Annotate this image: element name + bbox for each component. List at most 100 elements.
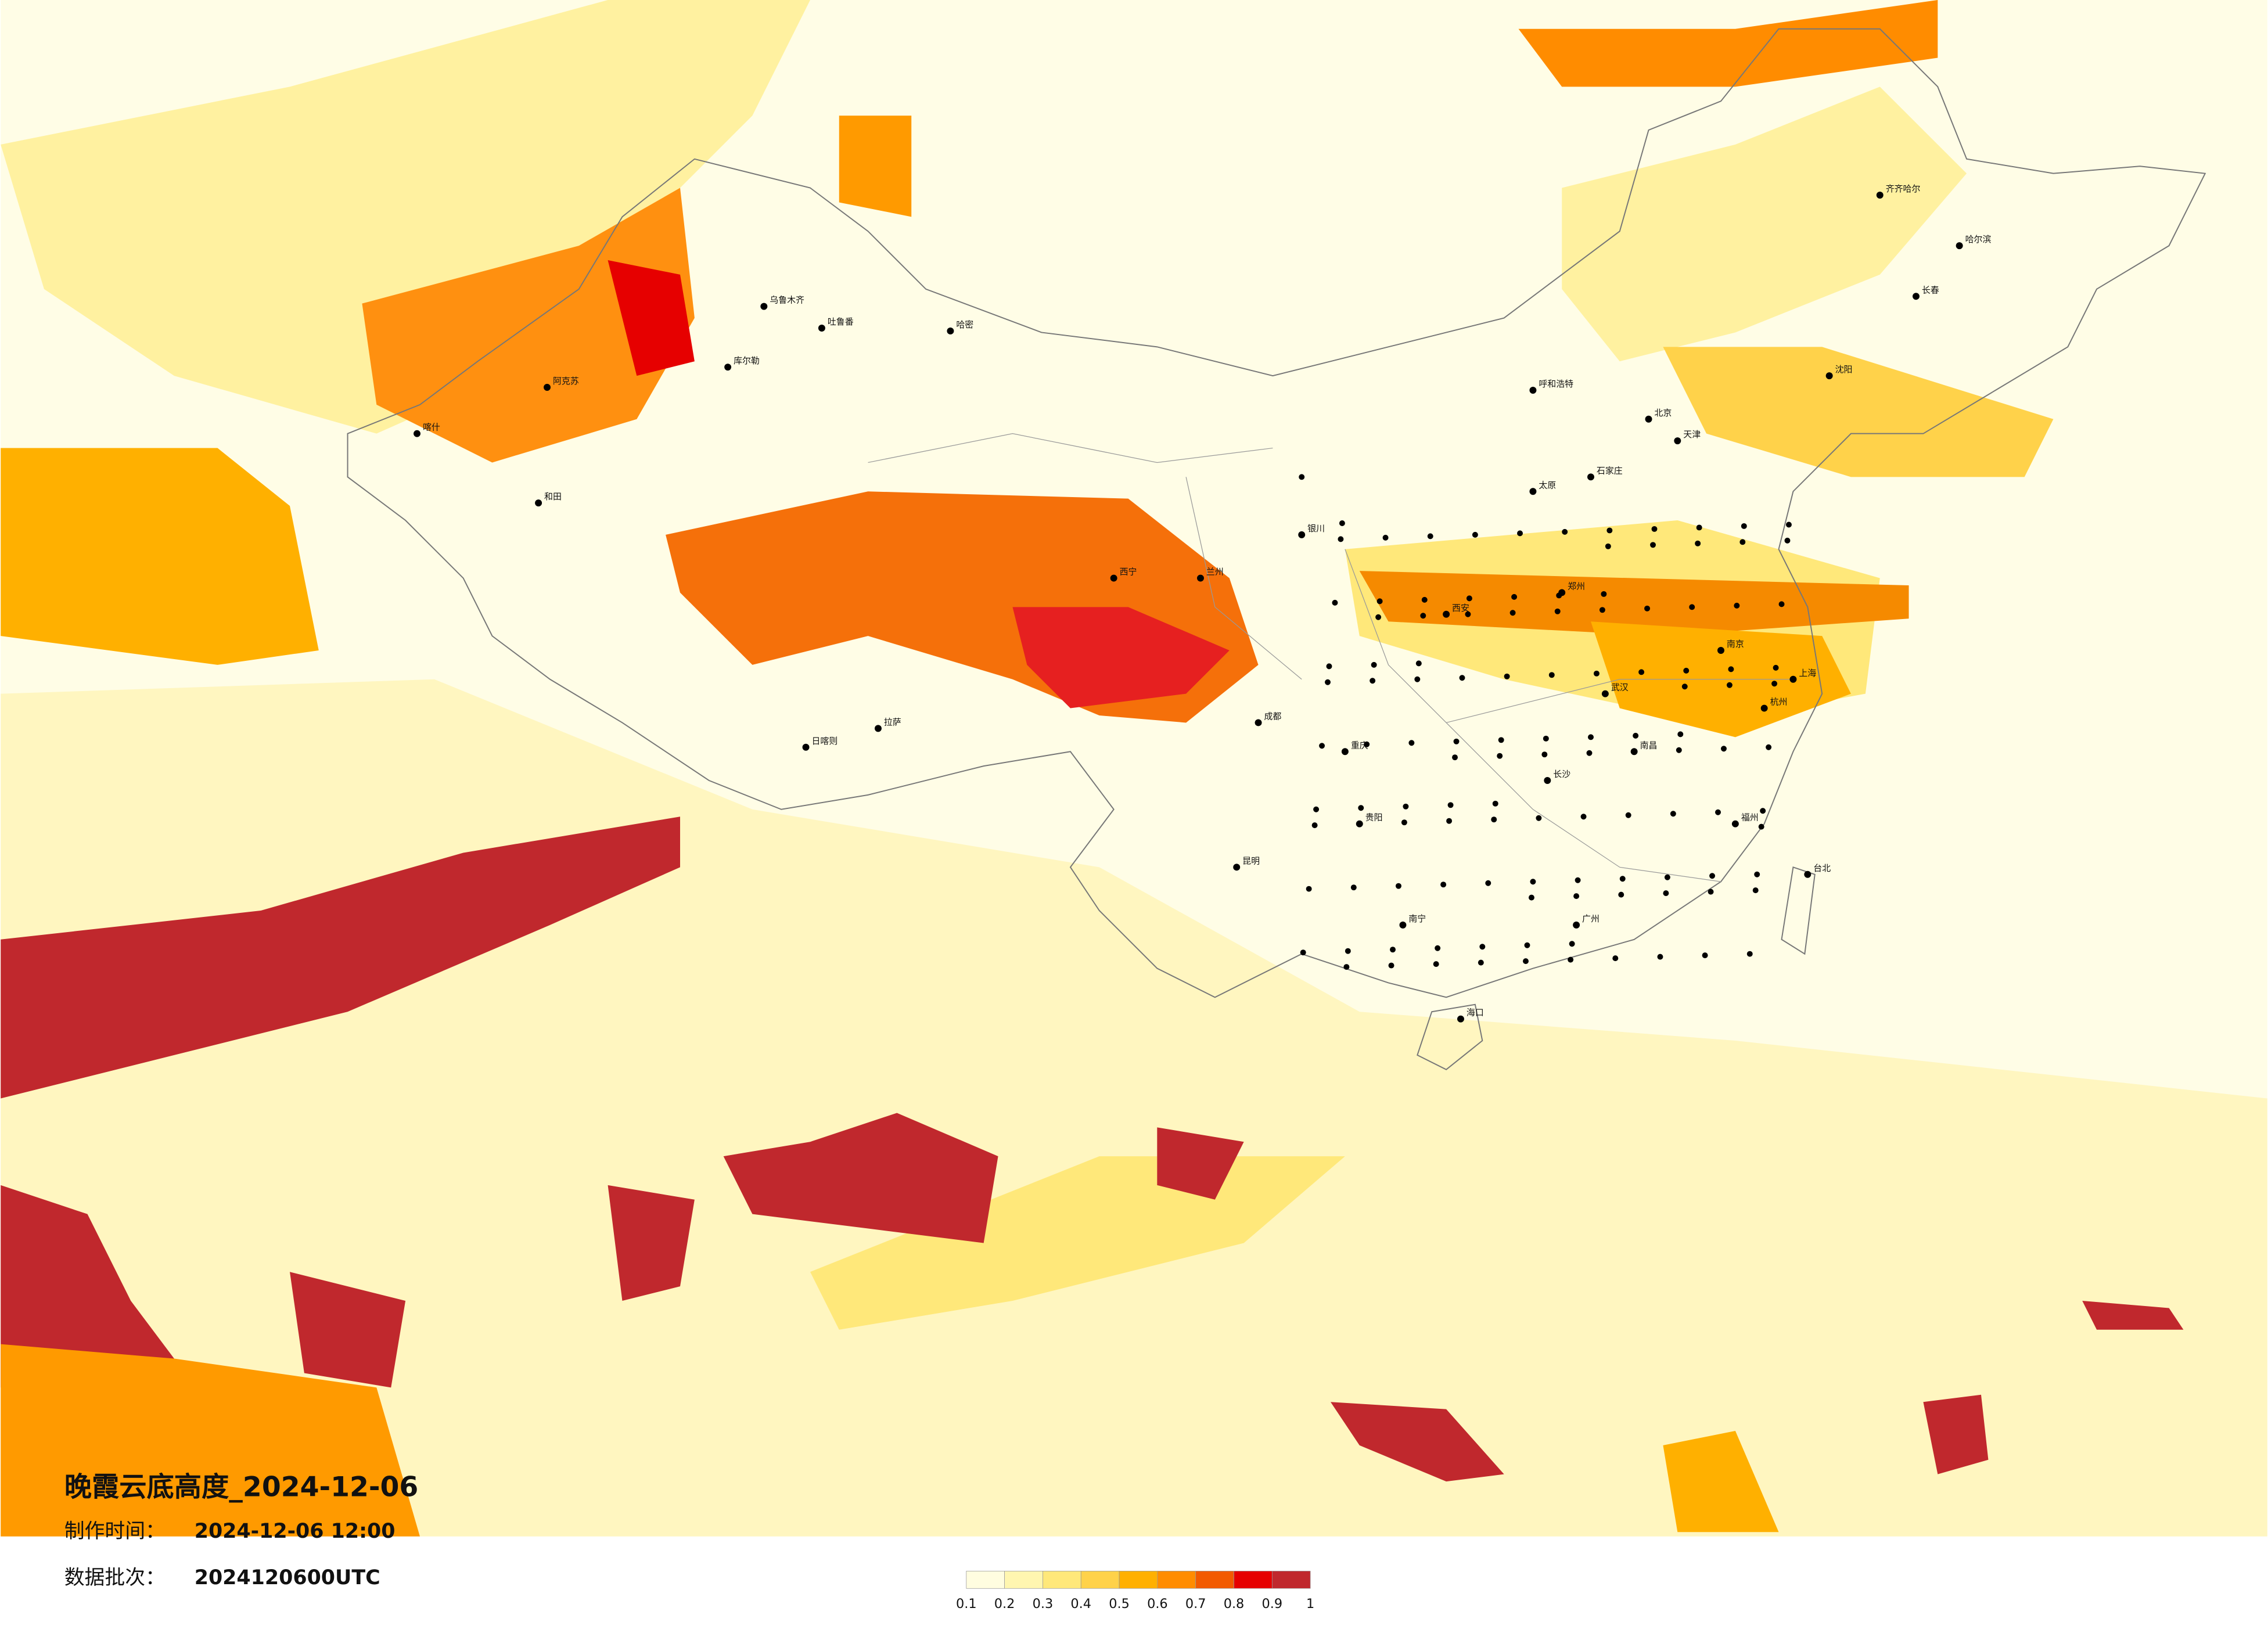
city-dot: [1472, 531, 1478, 538]
city-dot: [1485, 880, 1491, 886]
city-dot: [1754, 871, 1760, 877]
city-label: 银川: [1307, 523, 1325, 534]
city-dot: [1390, 947, 1396, 953]
legend-tick-label: 1: [1306, 1596, 1314, 1611]
city-dot: [1752, 887, 1759, 894]
city-label: 哈尔滨: [1965, 234, 1992, 244]
map-title: 晚霞云底高度_2024-12-06: [64, 1472, 419, 1503]
city-dot: [1541, 751, 1548, 758]
city-dot: [1708, 888, 1714, 895]
city-dot: [1529, 488, 1537, 495]
city-label: 长春: [1922, 285, 1939, 295]
cloud-area: [723, 1113, 998, 1243]
info-label: 数据批次：: [64, 1566, 166, 1589]
legend-tick-label: 0.3: [1033, 1596, 1054, 1611]
legend-swatch: [1004, 1571, 1043, 1589]
cloud-area: [1, 0, 810, 434]
city-dot: [1695, 540, 1701, 546]
city-dot: [1760, 808, 1766, 814]
city-dot: [1492, 800, 1498, 807]
city-label: 上海: [1799, 668, 1816, 678]
legend-swatch: [1119, 1571, 1158, 1589]
city-dot: [1382, 534, 1389, 541]
cloud-area: [1663, 347, 2054, 477]
city-dot: [1311, 822, 1318, 829]
city-dot: [535, 499, 542, 507]
city-dot: [1414, 676, 1421, 682]
city-dot: [1453, 738, 1460, 744]
city-label: 南昌: [1640, 740, 1658, 750]
city-dot: [1529, 387, 1537, 394]
city-dot: [1575, 877, 1581, 883]
city-dot: [1674, 437, 1681, 445]
city-label: 日喀则: [811, 736, 838, 746]
city-dot: [1544, 777, 1551, 784]
cloud-area: [1562, 87, 1967, 362]
city-dot: [1358, 805, 1364, 811]
cloud-area: [1, 1344, 420, 1537]
city-dot: [1403, 803, 1409, 810]
legend-tick-label: 0.7: [1185, 1596, 1206, 1611]
legend-tick-label: 0.4: [1070, 1596, 1091, 1611]
city-dot: [1536, 815, 1542, 821]
cloud-area: [1012, 607, 1230, 708]
city-dot: [1408, 740, 1415, 746]
legend-tick-label: 0.8: [1224, 1596, 1245, 1611]
legend-swatch: [1234, 1571, 1273, 1589]
city-dot: [1313, 806, 1320, 812]
city-dot: [1612, 955, 1619, 962]
legend-swatch: [1195, 1571, 1234, 1589]
city-label: 天津: [1683, 429, 1701, 440]
city-dot: [1569, 941, 1575, 947]
city-dot: [1568, 956, 1574, 963]
city-dot: [1601, 690, 1609, 697]
city-dot: [1651, 526, 1658, 532]
city-label: 重庆: [1351, 740, 1368, 750]
legend-tick-label: 0.1: [956, 1596, 977, 1611]
city-dot: [1746, 951, 1753, 957]
city-dot: [1298, 531, 1306, 538]
city-dot: [1825, 372, 1833, 380]
city-label: 西安: [1452, 603, 1469, 613]
city-dot: [1573, 921, 1580, 929]
city-dot: [1606, 527, 1613, 534]
map-layer: [1, 0, 2267, 1537]
info-value: 2024120600UTC: [195, 1566, 380, 1589]
city-dot: [1631, 749, 1637, 755]
city-dot: [1784, 537, 1791, 544]
city-dot: [1452, 754, 1458, 761]
city-dot: [1399, 921, 1407, 929]
city-dot: [1345, 948, 1351, 954]
city-label: 阿克苏: [553, 376, 579, 386]
city-dot: [1197, 574, 1204, 582]
city-dot: [1395, 883, 1401, 889]
legend-swatch: [1043, 1571, 1081, 1589]
city-dot: [1370, 678, 1376, 684]
city-dot: [1332, 599, 1338, 606]
city-dot: [1681, 684, 1688, 690]
city-dot: [1676, 747, 1682, 753]
city-dot: [1371, 661, 1377, 668]
city-label: 沈阳: [1835, 364, 1853, 375]
city-dot: [1601, 591, 1607, 597]
city-dot: [1376, 598, 1383, 605]
cloud-area: [289, 1272, 406, 1388]
city-label: 库尔勒: [734, 355, 760, 366]
city-label: 吐鲁番: [828, 316, 854, 327]
city-dot: [1709, 873, 1716, 879]
city-label: 喀什: [423, 422, 440, 433]
info-value: 2024-12-06 12:00: [195, 1520, 396, 1543]
cloud-area: [839, 116, 912, 217]
city-dot: [1741, 523, 1747, 529]
city-dot: [1497, 753, 1503, 759]
city-dot: [1638, 669, 1645, 675]
city-label: 和田: [544, 491, 562, 502]
city-dot: [947, 327, 954, 334]
city-dot: [1435, 945, 1441, 951]
city-dot: [1443, 610, 1450, 618]
city-label: 武汉: [1611, 682, 1629, 693]
city-dot: [818, 325, 825, 332]
city-label: 呼和浩特: [1539, 379, 1573, 389]
city-dot: [1420, 613, 1426, 619]
